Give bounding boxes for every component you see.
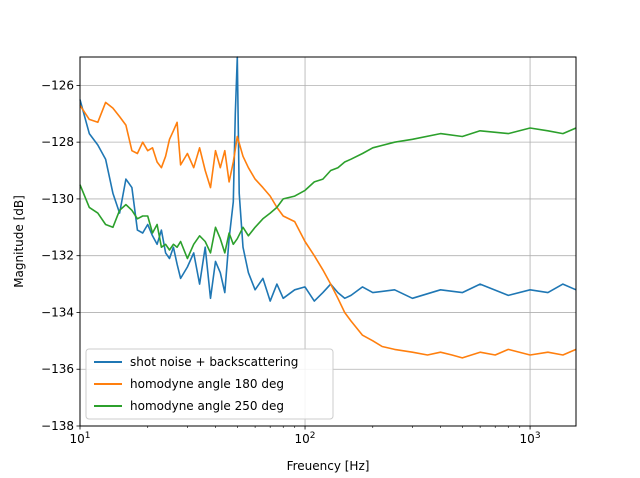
y-tick-label: −128 xyxy=(41,135,74,149)
x-tick-exponent: 1 xyxy=(85,431,91,441)
legend-entry: shot noise + backscattering xyxy=(130,355,298,369)
y-tick-label: −138 xyxy=(41,419,74,433)
y-tick-label: −134 xyxy=(41,305,74,319)
series-line-2 xyxy=(79,101,577,359)
x-tick-label: 102 xyxy=(295,431,316,446)
series-line-1 xyxy=(79,56,577,302)
x-axis-label: Freuency [Hz] xyxy=(287,459,370,473)
legend-box xyxy=(85,348,334,420)
x-tick-label: 101 xyxy=(69,431,90,446)
series-line-3 xyxy=(79,127,577,260)
plot-frame xyxy=(79,56,577,427)
y-axis-label: Magnitude [dB] xyxy=(12,195,26,288)
x-tick-base: 10 xyxy=(295,432,310,446)
x-tick-base: 10 xyxy=(69,432,84,446)
x-tick-label: 103 xyxy=(520,431,541,446)
x-tick-exponent: 2 xyxy=(310,431,316,441)
y-tick-label: −132 xyxy=(41,249,74,263)
x-tick-base: 10 xyxy=(520,432,535,446)
y-tick-label: −130 xyxy=(41,192,74,206)
y-tick-label: −136 xyxy=(41,362,74,376)
legend-entry: homodyne angle 180 deg xyxy=(130,377,284,391)
legend-entry: homodyne angle 250 deg xyxy=(130,399,284,413)
x-tick-exponent: 3 xyxy=(535,431,541,441)
legend: shot noise + backscattering homodyne angl… xyxy=(85,348,334,420)
y-tick-label: −126 xyxy=(41,78,74,92)
series-layer xyxy=(79,56,577,359)
